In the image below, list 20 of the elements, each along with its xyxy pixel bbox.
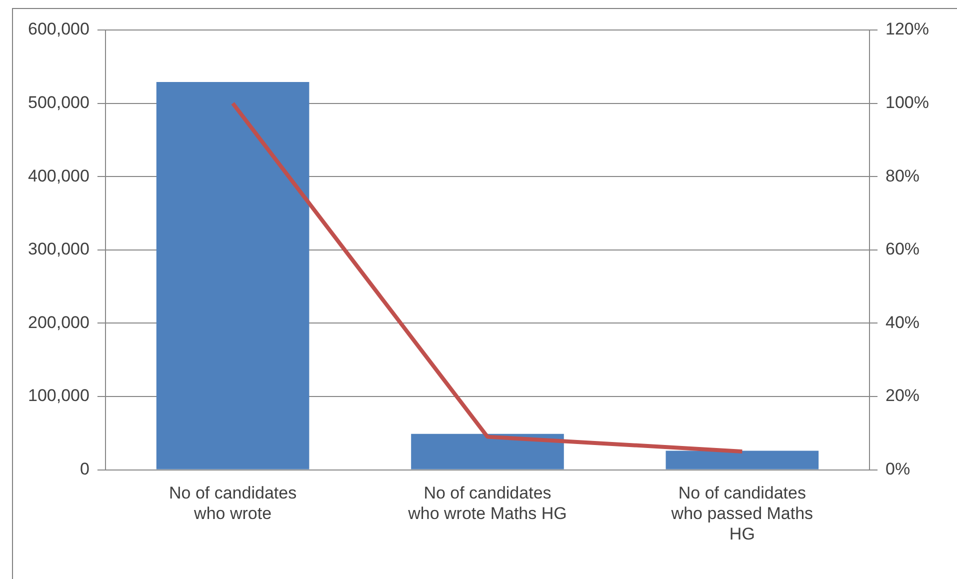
x-tick-label: No of candidates who passed Maths HG	[670, 484, 814, 544]
x-tick-label: No of candidates who wrote Maths HG	[407, 484, 567, 524]
y-tick-label: 100,000	[28, 386, 90, 406]
y2-tick-label: 0%	[886, 459, 910, 478]
y2-tick-label: 100%	[886, 92, 930, 112]
y-tick-label: 200,000	[28, 312, 90, 332]
y-tick-label: 0	[80, 459, 90, 478]
y2-tick-label: 80%	[886, 166, 920, 186]
y2-tick-label: 40%	[886, 312, 920, 332]
y-tick-label: 400,000	[28, 166, 90, 186]
bar	[411, 434, 564, 470]
y2-tick-label: 20%	[886, 386, 920, 406]
y-tick-label: 600,000	[28, 20, 90, 39]
y-tick-label: 500,000	[28, 92, 90, 112]
y-tick-label: 300,000	[28, 240, 90, 259]
bar	[666, 450, 819, 470]
bar	[156, 82, 310, 470]
y2-tick-label: 120%	[886, 20, 930, 39]
x-tick-label: No of candidates who wrote	[169, 484, 297, 524]
y2-tick-label: 60%	[886, 240, 920, 259]
